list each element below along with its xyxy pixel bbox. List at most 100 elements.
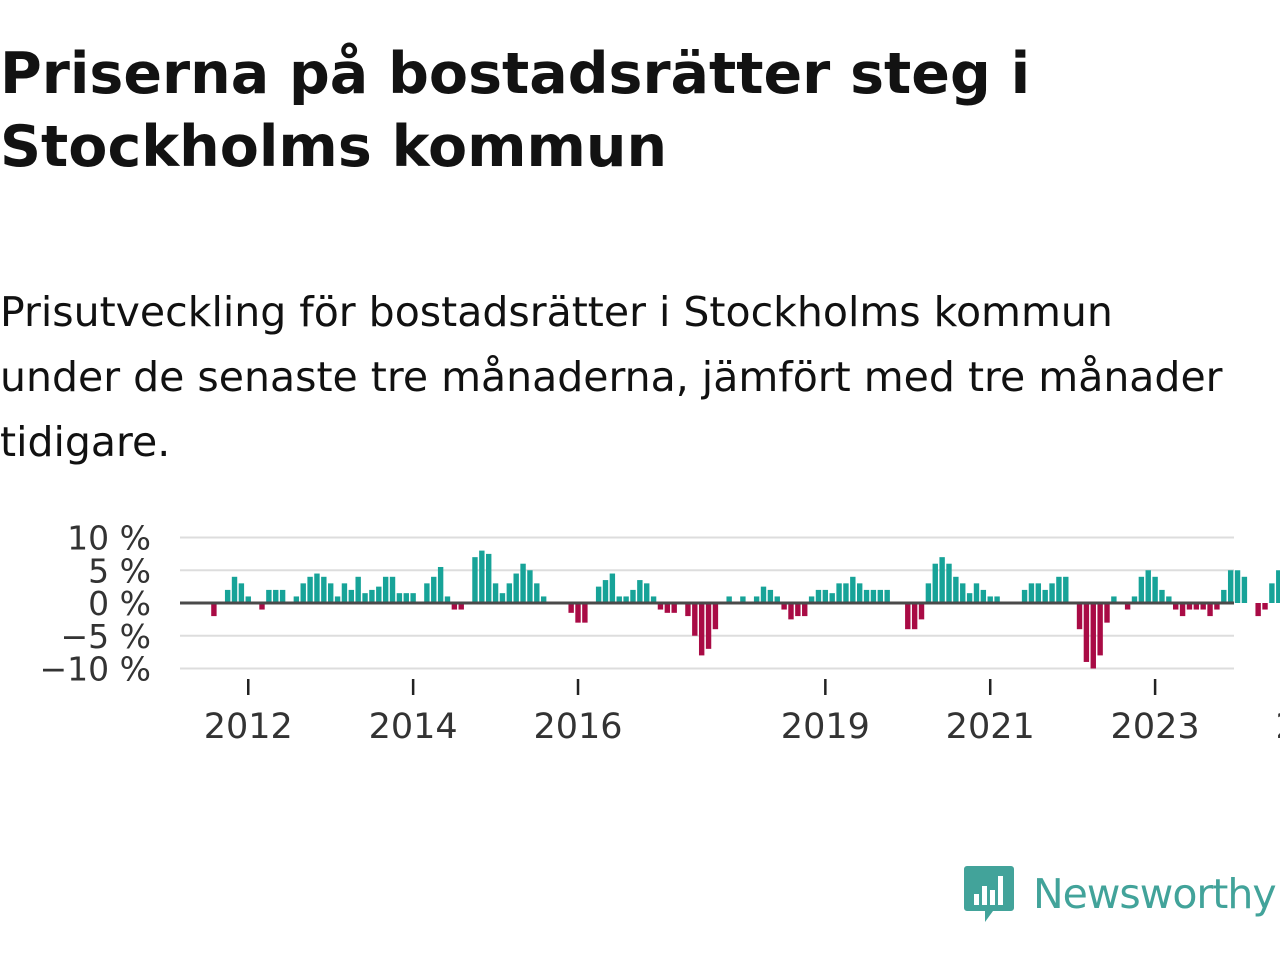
x-axis: 2012 2014 2016 2019 2021 2023 2025 bbox=[204, 679, 1280, 747]
bar bbox=[534, 583, 540, 603]
chart-subtitle: Prisutveckling för bostadsrätter i Stock… bbox=[0, 288, 1223, 466]
bar bbox=[279, 589, 286, 603]
bar-chart: 10 %5 %0 %−5 %−10 % 2012 2014 2016 2019 2021… bbox=[40, 519, 1280, 747]
bar bbox=[850, 576, 856, 603]
bar bbox=[616, 596, 622, 603]
bar bbox=[245, 596, 251, 603]
bar bbox=[884, 589, 890, 603]
bar bbox=[575, 603, 581, 623]
bar bbox=[1241, 576, 1248, 603]
bar bbox=[444, 596, 451, 603]
bar bbox=[980, 589, 987, 603]
bar bbox=[293, 596, 300, 603]
bar bbox=[822, 589, 829, 603]
x-tick-label: 2014 bbox=[369, 707, 458, 747]
bar bbox=[1076, 603, 1083, 630]
bar bbox=[396, 593, 403, 603]
bar bbox=[1083, 603, 1090, 662]
bar bbox=[623, 596, 629, 603]
bar bbox=[1276, 570, 1280, 603]
bar bbox=[802, 603, 808, 617]
bar bbox=[863, 589, 870, 603]
bar bbox=[568, 603, 574, 613]
x-tick-label: 2019 bbox=[781, 707, 870, 747]
bar bbox=[1186, 603, 1193, 610]
bar bbox=[259, 603, 265, 610]
bar bbox=[808, 596, 815, 603]
chart-bars bbox=[211, 550, 1280, 669]
bar bbox=[856, 583, 863, 603]
bar bbox=[960, 583, 966, 603]
bar bbox=[740, 596, 746, 603]
bar bbox=[486, 553, 492, 604]
bar bbox=[403, 593, 409, 603]
bar bbox=[382, 576, 389, 603]
bar bbox=[911, 603, 918, 630]
bar bbox=[664, 603, 671, 613]
bar bbox=[513, 573, 519, 603]
y-axis: 10 %5 %0 %−5 %−10 % bbox=[40, 519, 152, 689]
bar bbox=[328, 583, 334, 603]
bar bbox=[1214, 603, 1220, 610]
bar bbox=[602, 580, 609, 603]
bar bbox=[905, 603, 911, 630]
bar bbox=[1152, 576, 1158, 603]
bar bbox=[1234, 570, 1241, 603]
bar bbox=[376, 586, 382, 604]
bar bbox=[1111, 596, 1117, 603]
bar bbox=[946, 563, 952, 603]
bar bbox=[300, 583, 306, 603]
y-tick-label: −5 % bbox=[61, 617, 152, 656]
bar bbox=[458, 603, 464, 610]
bar bbox=[362, 593, 368, 603]
bar bbox=[472, 557, 478, 603]
bar bbox=[966, 593, 973, 603]
newsworthy-logo: Newsworthy bbox=[963, 864, 1277, 924]
bar bbox=[334, 596, 341, 603]
bar bbox=[1269, 583, 1275, 603]
y-tick-label: 5 % bbox=[88, 551, 151, 590]
x-tick-label: 2021 bbox=[946, 707, 1035, 747]
chart-title: Priserna på bostadsrätter steg i Stockho… bbox=[0, 41, 1031, 180]
newsworthy-logo-text: Newsworthy bbox=[1033, 870, 1277, 918]
bar bbox=[424, 583, 430, 603]
bar bbox=[870, 589, 877, 603]
bar bbox=[973, 583, 980, 603]
bar bbox=[1159, 589, 1165, 603]
bar bbox=[1028, 583, 1035, 603]
bar bbox=[1063, 576, 1069, 603]
bar bbox=[657, 603, 664, 610]
bar bbox=[369, 589, 375, 603]
bar bbox=[341, 583, 348, 603]
newsworthy-logo-icon bbox=[964, 866, 1014, 922]
bar bbox=[492, 583, 499, 603]
bar bbox=[788, 603, 794, 620]
bar bbox=[1042, 589, 1048, 603]
bar bbox=[671, 603, 677, 613]
x-tick-label: 2023 bbox=[1111, 707, 1200, 747]
y-tick-label: 0 % bbox=[88, 584, 151, 623]
bar bbox=[705, 603, 712, 649]
bar bbox=[939, 557, 945, 603]
bar bbox=[1262, 603, 1268, 610]
bar bbox=[527, 570, 533, 603]
bar bbox=[582, 603, 588, 623]
bar bbox=[774, 596, 780, 603]
bar bbox=[925, 583, 932, 603]
bar bbox=[1104, 603, 1110, 623]
bar bbox=[224, 589, 231, 603]
bar bbox=[431, 576, 437, 603]
bar bbox=[238, 583, 245, 603]
bar bbox=[994, 596, 1000, 603]
y-tick-label: 10 % bbox=[67, 519, 151, 558]
bar bbox=[348, 589, 355, 603]
bar bbox=[1227, 570, 1234, 603]
x-tick-label: 2012 bbox=[204, 707, 293, 747]
bar bbox=[609, 573, 616, 603]
bar bbox=[712, 603, 719, 630]
bar bbox=[1255, 603, 1261, 617]
bar bbox=[760, 586, 767, 604]
bar bbox=[273, 589, 279, 603]
bar bbox=[479, 550, 485, 603]
bar bbox=[829, 593, 835, 603]
